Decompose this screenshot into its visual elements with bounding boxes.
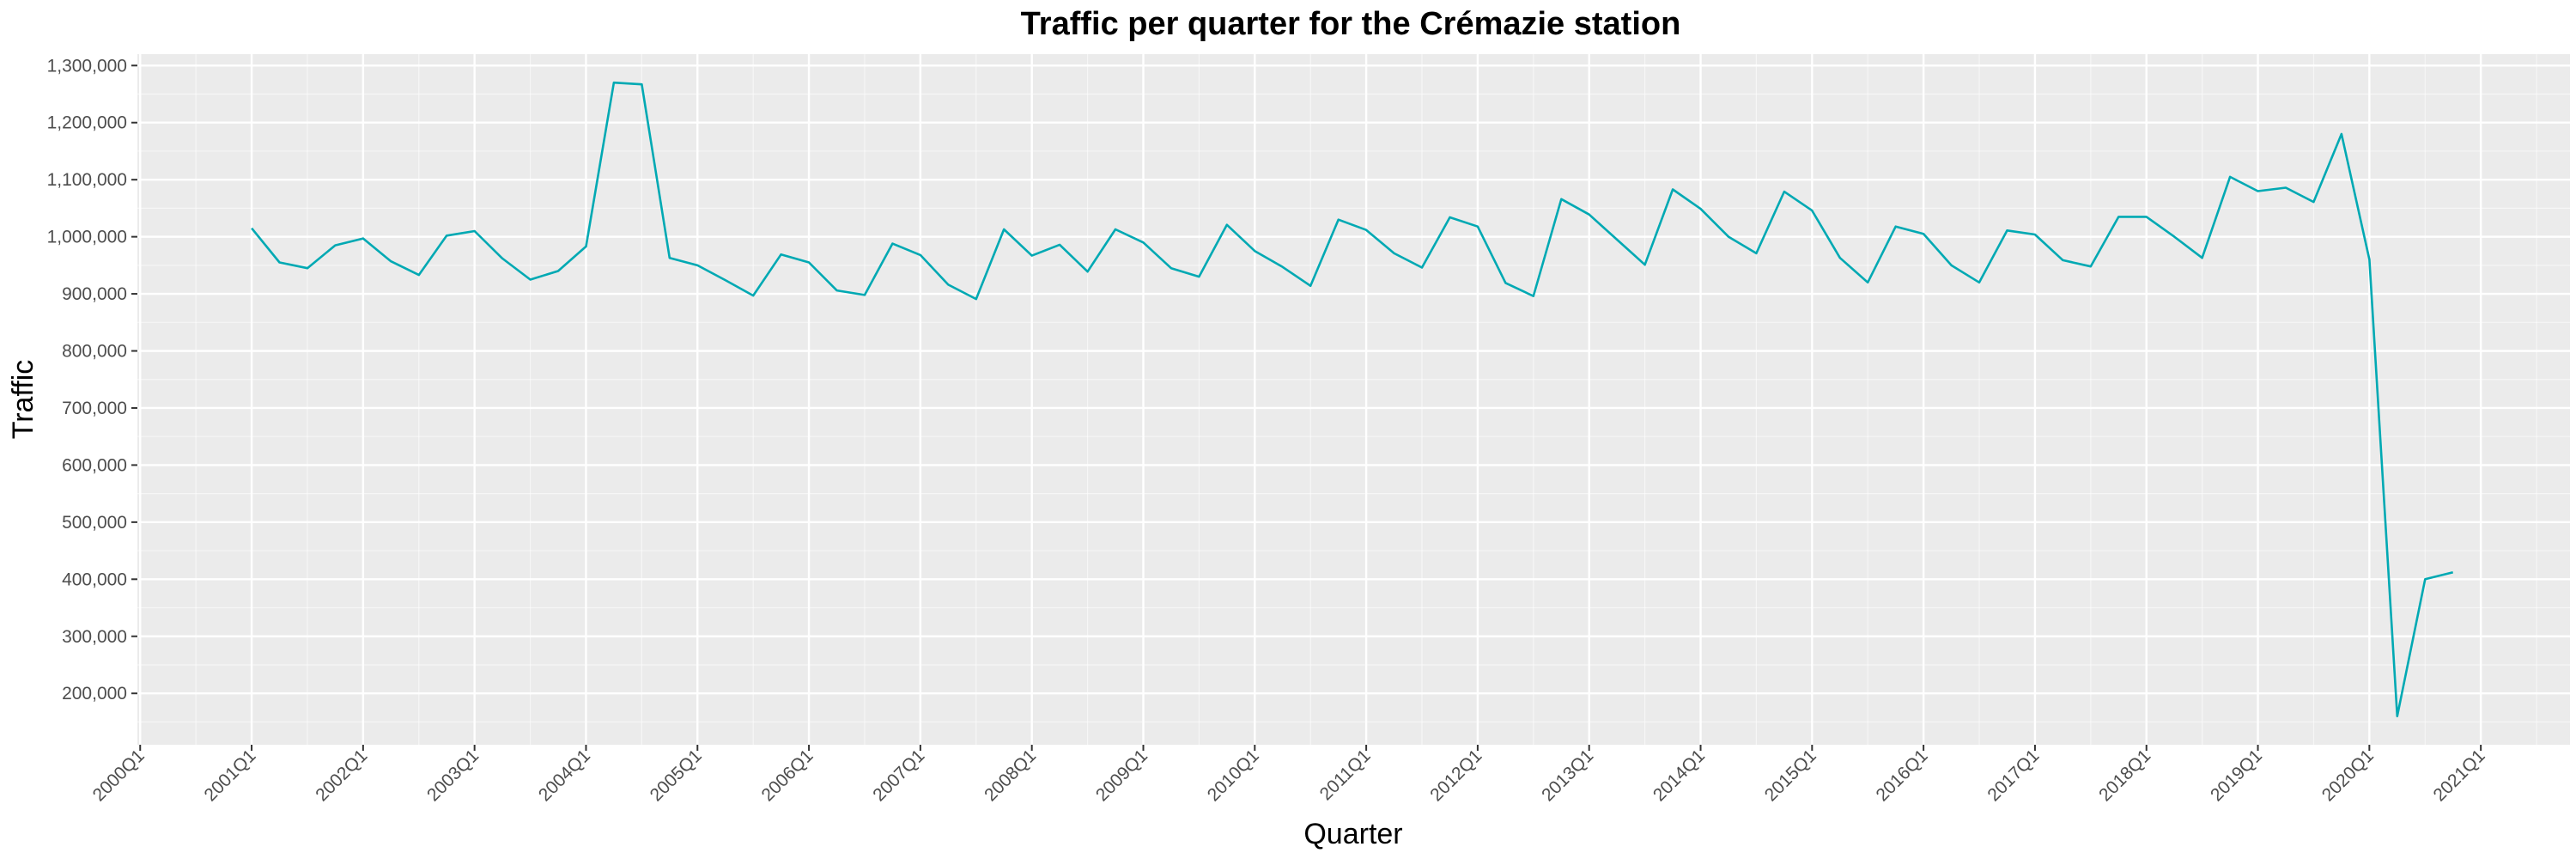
chart-title: Traffic per quarter for the Crémazie sta… <box>1021 6 1681 42</box>
x-axis: 2000Q1 2001Q1 2002Q1 2003Q1 2004Q1 2005Q1 2006… <box>89 745 2489 805</box>
x-tick-label: 2015Q1 <box>1761 746 1820 805</box>
x-tick-label: 2006Q1 <box>758 746 817 805</box>
series-layer <box>251 81 2454 718</box>
x-tick-label: 2009Q1 <box>1092 746 1151 805</box>
y-tick-label: 400,000 <box>62 570 127 589</box>
y-tick-label: 300,000 <box>62 627 127 647</box>
x-tick-label: 2000Q1 <box>89 746 149 805</box>
x-tick-label: 2011Q1 <box>1316 746 1375 804</box>
x-axis-title: Quarter <box>1303 818 1402 850</box>
y-tick-label: 1,200,000 <box>47 113 127 133</box>
series-line <box>251 81 2454 718</box>
y-tick-label: 700,000 <box>62 399 127 418</box>
x-tick-label: 2019Q1 <box>2207 746 2266 805</box>
x-tick-label: 2013Q1 <box>1538 746 1597 805</box>
x-tick-label: 2004Q1 <box>535 746 594 805</box>
x-tick-label: 2010Q1 <box>1204 746 1263 805</box>
x-tick-label: 2016Q1 <box>1873 746 1932 805</box>
x-tick-label: 2008Q1 <box>981 746 1040 805</box>
x-tick-label: 2018Q1 <box>2095 746 2154 805</box>
x-tick-label: 2021Q1 <box>2430 746 2489 805</box>
y-tick-label: 800,000 <box>62 342 127 362</box>
y-tick-label: 200,000 <box>62 684 127 704</box>
major-gridlines <box>137 54 2570 745</box>
y-tick-label: 1,100,000 <box>47 170 127 190</box>
y-tick-label: 600,000 <box>62 455 127 475</box>
y-tick-label: 500,000 <box>62 513 127 533</box>
x-tick-label: 2020Q1 <box>2318 746 2378 805</box>
y-tick-label: 1,000,000 <box>47 228 127 247</box>
x-tick-label: 2005Q1 <box>647 746 706 805</box>
plot-panel <box>137 54 2570 745</box>
y-tick-label: 900,000 <box>62 284 127 304</box>
x-tick-label: 2002Q1 <box>312 746 371 805</box>
minor-gridlines <box>137 54 2570 745</box>
x-tick-label: 2007Q1 <box>869 746 928 805</box>
y-axis: 200,000 300,000 400,000 500,000 600,000 700,0… <box>47 56 137 704</box>
x-tick-label: 2012Q1 <box>1426 746 1485 805</box>
x-tick-label: 2014Q1 <box>1649 746 1709 805</box>
x-tick-label: 2001Q1 <box>200 746 259 805</box>
x-tick-label: 2017Q1 <box>1984 746 2043 805</box>
y-axis-title: Traffic <box>7 360 39 440</box>
x-tick-label: 2003Q1 <box>423 746 483 805</box>
y-tick-label: 1,300,000 <box>47 56 127 76</box>
